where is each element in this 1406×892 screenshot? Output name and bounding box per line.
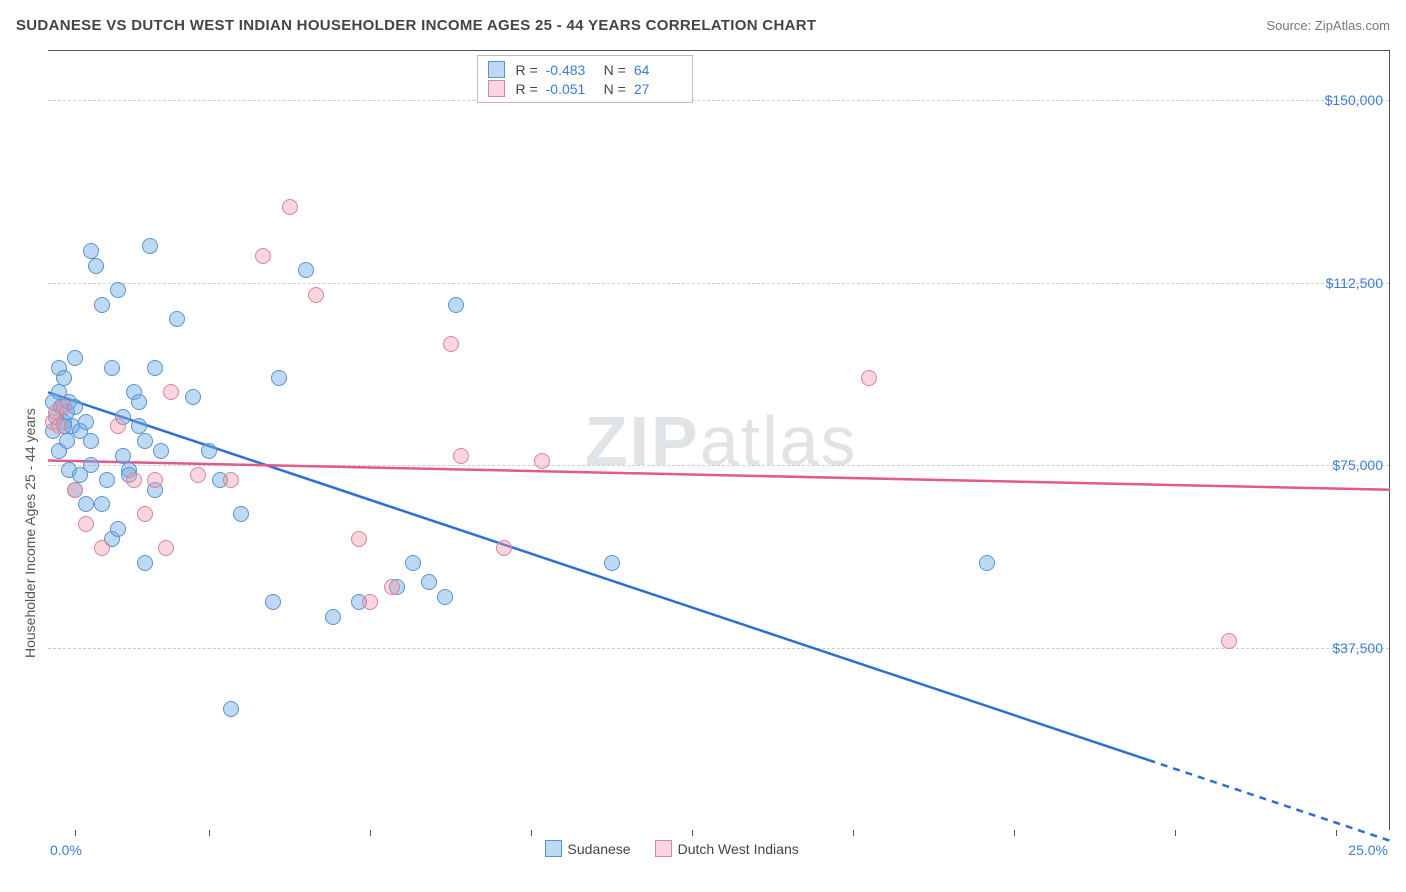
data-point [979, 555, 995, 571]
stat-r-value: -0.051 [546, 81, 594, 97]
data-point [88, 258, 104, 274]
legend-swatch [545, 840, 562, 857]
data-point [534, 453, 550, 469]
data-point [153, 443, 169, 459]
data-point [1221, 633, 1237, 649]
data-point [453, 448, 469, 464]
stats-row: R = -0.483 N = 64 [488, 60, 681, 79]
y-axis-label: Householder Income Ages 25 - 44 years [22, 409, 38, 659]
chart-header: SUDANESE VS DUTCH WEST INDIAN HOUSEHOLDE… [0, 0, 1406, 40]
data-point [223, 701, 239, 717]
data-point [271, 370, 287, 386]
data-point [421, 574, 437, 590]
legend-label: Dutch West Indians [678, 841, 799, 857]
data-point [142, 238, 158, 254]
data-point [110, 521, 126, 537]
legend-swatch [655, 840, 672, 857]
data-point [67, 482, 83, 498]
data-point [83, 433, 99, 449]
data-point [94, 540, 110, 556]
data-point [233, 506, 249, 522]
data-point [56, 370, 72, 386]
data-point [83, 243, 99, 259]
stat-n-label: N = [604, 62, 626, 78]
data-point [137, 433, 153, 449]
data-point [384, 579, 400, 595]
legend-bottom: Sudanese Dutch West Indians [545, 840, 799, 857]
data-point [443, 336, 459, 352]
data-point [861, 370, 877, 386]
legend-item: Dutch West Indians [655, 840, 799, 857]
data-point [51, 418, 67, 434]
data-point [126, 472, 142, 488]
data-point [78, 414, 94, 430]
data-point [137, 506, 153, 522]
plot-area: $37,500$75,000$112,500$150,000R =-0.483N… [48, 50, 1390, 830]
stats-box: R = -0.483 N = 64 R = -0.051 N = 27 [477, 55, 692, 103]
legend-item: Sudanese [545, 840, 631, 857]
data-point [158, 540, 174, 556]
regression-lines [48, 51, 1390, 831]
data-point [131, 394, 147, 410]
data-point [94, 297, 110, 313]
data-point [56, 399, 72, 415]
x-min-label: 0.0% [50, 842, 82, 858]
data-point [201, 443, 217, 459]
data-point [99, 472, 115, 488]
source-label: Source: ZipAtlas.com [1266, 18, 1390, 33]
data-point [163, 384, 179, 400]
stats-row: R = -0.051 N = 27 [488, 79, 681, 98]
data-point [308, 287, 324, 303]
stat-n-value: 27 [634, 81, 682, 97]
stat-n-label: N = [604, 81, 626, 97]
data-point [147, 360, 163, 376]
data-point [223, 472, 239, 488]
data-point [83, 457, 99, 473]
data-point [190, 467, 206, 483]
data-point [94, 496, 110, 512]
chart-title: SUDANESE VS DUTCH WEST INDIAN HOUSEHOLDE… [16, 17, 816, 34]
series-swatch [488, 80, 505, 97]
stat-r-label: R = [515, 62, 537, 78]
data-point [104, 360, 120, 376]
data-point [137, 555, 153, 571]
data-point [604, 555, 620, 571]
data-point [185, 389, 201, 405]
data-point [282, 199, 298, 215]
data-point [265, 594, 281, 610]
data-point [496, 540, 512, 556]
data-point [169, 311, 185, 327]
series-swatch [488, 61, 505, 78]
data-point [110, 418, 126, 434]
data-point [298, 262, 314, 278]
data-point [110, 282, 126, 298]
x-max-label: 25.0% [1348, 842, 1388, 858]
stat-r-label: R = [515, 81, 537, 97]
data-point [351, 531, 367, 547]
data-point [67, 350, 83, 366]
data-point [147, 472, 163, 488]
stat-r-value: -0.483 [546, 62, 594, 78]
stat-n-value: 64 [634, 62, 682, 78]
data-point [437, 589, 453, 605]
legend-label: Sudanese [568, 841, 631, 857]
data-point [255, 248, 271, 264]
data-point [78, 516, 94, 532]
data-point [115, 448, 131, 464]
data-point [448, 297, 464, 313]
data-point [131, 418, 147, 434]
data-point [405, 555, 421, 571]
data-point [362, 594, 378, 610]
data-point [325, 609, 341, 625]
data-point [78, 496, 94, 512]
